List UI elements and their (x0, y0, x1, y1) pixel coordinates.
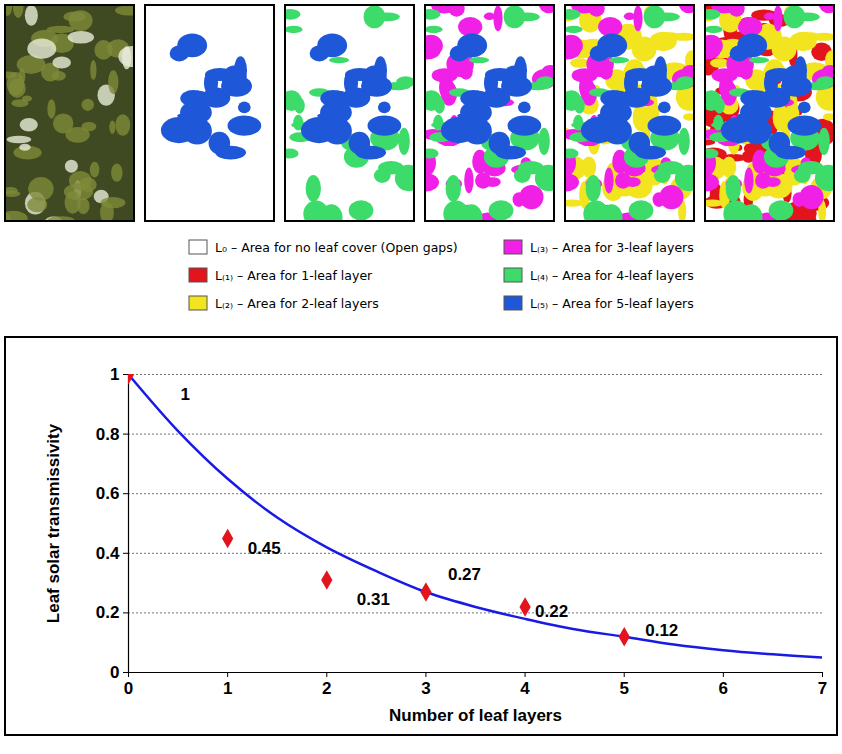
svg-text:0: 0 (124, 679, 133, 698)
svg-text:L₍₄₎ – Area for 4-leaf layers: L₍₄₎ – Area for 4-leaf layers (530, 268, 694, 283)
svg-text:0.2: 0.2 (96, 603, 120, 622)
svg-text:7: 7 (818, 679, 827, 698)
svg-text:4: 4 (520, 679, 530, 698)
svg-text:3: 3 (421, 679, 430, 698)
svg-text:0.4: 0.4 (96, 544, 120, 563)
svg-text:Leaf solar transmissivity: Leaf solar transmissivity (44, 423, 63, 623)
svg-text:0.8: 0.8 (96, 425, 120, 444)
svg-text:0.6: 0.6 (96, 484, 120, 503)
svg-text:5: 5 (619, 679, 628, 698)
svg-text:0.22: 0.22 (535, 602, 568, 621)
svg-text:0.12: 0.12 (645, 621, 678, 640)
svg-text:0.45: 0.45 (248, 539, 281, 558)
svg-text:1: 1 (181, 385, 190, 404)
svg-text:1: 1 (223, 679, 232, 698)
svg-text:Number of leaf layers: Number of leaf layers (389, 706, 562, 725)
svg-text:L₍₃₎ – Area for 3-leaf layers: L₍₃₎ – Area for 3-leaf layers (530, 240, 694, 255)
svg-text:2: 2 (322, 679, 331, 698)
svg-text:L₍₅₎ – Area for 5-leaf layers: L₍₅₎ – Area for 5-leaf layers (530, 296, 694, 311)
svg-text:0.27: 0.27 (448, 565, 481, 584)
svg-text:L₍₁₎ – Area for 1-leaf layer: L₍₁₎ – Area for 1-leaf layer (215, 268, 373, 283)
svg-text:L₍₂₎ – Area for 2-leaf layers: L₍₂₎ – Area for 2-leaf layers (215, 296, 379, 311)
svg-text:0.31: 0.31 (357, 590, 390, 609)
svg-text:L₀ – Area for no leaf cover (O: L₀ – Area for no leaf cover (Open gaps) (215, 240, 458, 255)
svg-text:0: 0 (110, 663, 119, 682)
svg-text:1: 1 (110, 365, 119, 384)
svg-text:6: 6 (719, 679, 728, 698)
